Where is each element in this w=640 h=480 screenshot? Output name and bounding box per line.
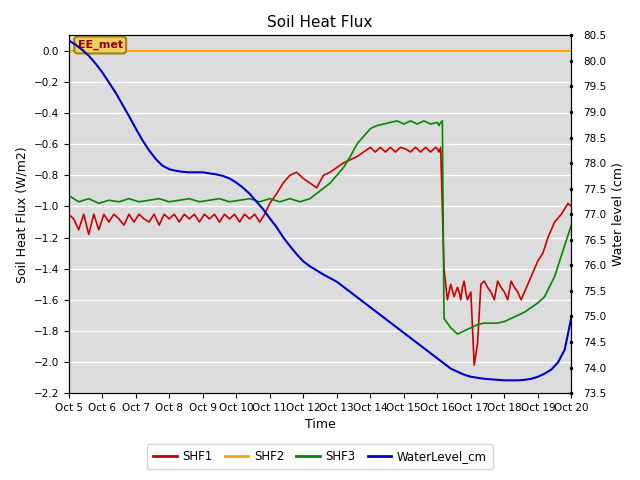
Title: Soil Heat Flux: Soil Heat Flux xyxy=(268,15,372,30)
Y-axis label: Soil Heat Flux (W/m2): Soil Heat Flux (W/m2) xyxy=(15,146,28,283)
Legend: SHF1, SHF2, SHF3, WaterLevel_cm: SHF1, SHF2, SHF3, WaterLevel_cm xyxy=(147,444,493,469)
Y-axis label: Water level (cm): Water level (cm) xyxy=(612,162,625,266)
Text: EE_met: EE_met xyxy=(77,40,123,50)
X-axis label: Time: Time xyxy=(305,419,335,432)
